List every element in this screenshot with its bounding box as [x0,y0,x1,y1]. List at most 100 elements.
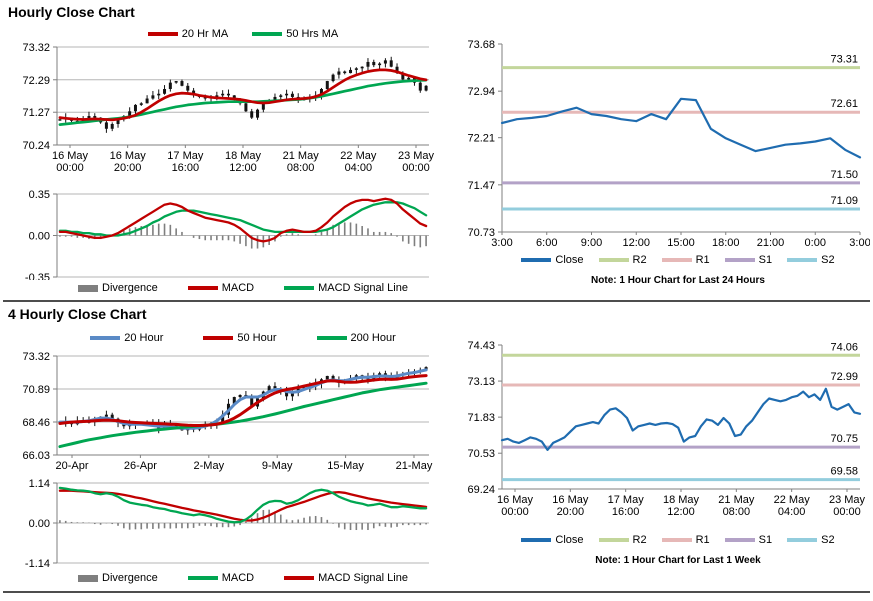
legend-label: Close [555,254,584,266]
svg-text:3:00: 3:00 [491,237,512,249]
bottom-divider [3,591,870,593]
four-hourly-price-legend: 20 Hour 50 Hour 200 Hour [8,330,438,346]
section-divider [3,300,870,302]
legend-item: R2 [598,534,647,546]
legend-item: 50 Hrs MA [252,28,338,40]
legend-label: 20 Hour [124,332,164,344]
legend-item: MACD Signal Line [284,282,408,294]
legend-swatch-s2 [787,258,818,262]
legend-item: 200 Hour [316,332,396,344]
legend-label: S1 [758,534,773,546]
legend-item: R1 [661,254,710,266]
svg-text:0:00: 0:00 [805,237,826,249]
four-hourly-price-chart: 20 Hour 50 Hour 200 Hour 73.32 70.89 68.46… [8,330,438,476]
svg-text:71.09: 71.09 [830,195,858,207]
weekly-support-resistance-chart: 74.43 73.13 71.83 70.53 69.24 16 May 00:00 16 M… [446,340,870,584]
legend-swatch-close [521,258,552,262]
svg-text:74.06: 74.06 [830,341,858,353]
svg-text:72.21: 72.21 [467,133,495,145]
svg-text:74.43: 74.43 [467,340,495,352]
svg-text:26-Apr: 26-Apr [124,460,157,472]
legend-label: MACD [221,572,255,584]
svg-text:12:00: 12:00 [622,237,650,249]
four-hourly-macd-legend: Divergence MACD MACD Signal Line [8,570,438,586]
svg-text:18:00: 18:00 [712,237,740,249]
legend-swatch-r2 [598,538,629,542]
legend-swatch-s1 [724,538,755,542]
legend-swatch-macd-signal [284,286,315,290]
legend-item: S1 [724,534,773,546]
chart-note: Note: 1 Hour Chart for Last 1 Week [595,555,761,566]
legend-swatch-macd-signal [284,576,315,580]
svg-text:66.03: 66.03 [22,450,50,462]
legend-item: MACD [187,282,254,294]
hourly-price-chart: 20 Hr MA 50 Hrs MA 73.32 72.29 71.27 70.24 1… [8,26,438,178]
svg-text:21:00: 21:00 [757,237,785,249]
legend-item: Divergence [78,572,158,584]
svg-text:70.89: 70.89 [22,384,50,396]
legend-swatch-close [521,538,552,542]
svg-text:73.32: 73.32 [22,42,50,54]
legend-item: S2 [787,534,835,546]
svg-text:20-Apr: 20-Apr [55,460,88,472]
hourly-macd-legend: Divergence MACD MACD Signal Line [8,280,438,296]
svg-text:71.50: 71.50 [830,169,858,181]
svg-text:3:00: 3:00 [849,237,870,249]
svg-text:73.68: 73.68 [467,39,495,51]
legend-label: MACD Signal Line [318,282,408,294]
svg-text:69.58: 69.58 [830,466,858,478]
four-hourly-close-chart-title: 4 Hourly Close Chart [8,306,147,322]
legend-swatch-r1 [661,538,692,542]
legend-item: 20 Hr MA [147,28,228,40]
legend-label: R1 [695,534,710,546]
legend-label: Divergence [102,282,158,294]
svg-text:71.83: 71.83 [467,412,495,424]
svg-text:72.94: 72.94 [467,86,495,98]
weekly-sr-legend: Close R2 R1 S1 S2 [446,532,870,548]
legend-swatch-divergence [78,574,99,582]
svg-text:73.32: 73.32 [22,351,50,363]
legend-label: R2 [632,534,647,546]
legend-label: 50 Hour [237,332,277,344]
legend-item: S1 [724,254,773,266]
hourly-sr-legend: Close R2 R1 S1 S2 [446,252,870,268]
svg-text:9:00: 9:00 [581,237,602,249]
legend-item: R2 [598,254,647,266]
legend-swatch-50-hour [203,336,234,340]
svg-text:0.00: 0.00 [29,518,50,530]
legend-swatch-50hrs-ma [252,32,283,36]
svg-text:6:00: 6:00 [536,237,557,249]
legend-label: Close [555,534,584,546]
svg-text:73.13: 73.13 [467,376,495,388]
legend-label: MACD Signal Line [318,572,408,584]
legend-swatch-r1 [661,258,692,262]
legend-swatch-20hr-ma [147,32,178,36]
legend-item: R1 [661,534,710,546]
svg-text:2-May: 2-May [194,460,225,472]
svg-text:72.99: 72.99 [830,371,858,383]
legend-label: R2 [632,254,647,266]
legend-swatch-200-hour [316,336,347,340]
legend-label: S2 [821,534,835,546]
svg-text:0.35: 0.35 [29,189,50,201]
legend-label: 50 Hrs MA [286,28,339,40]
legend-swatch-s2 [787,538,818,542]
four-hourly-macd-chart: 1.14 0.00 -1.14 Divergence MACD MACD Signa… [8,478,438,590]
legend-label: S1 [758,254,773,266]
